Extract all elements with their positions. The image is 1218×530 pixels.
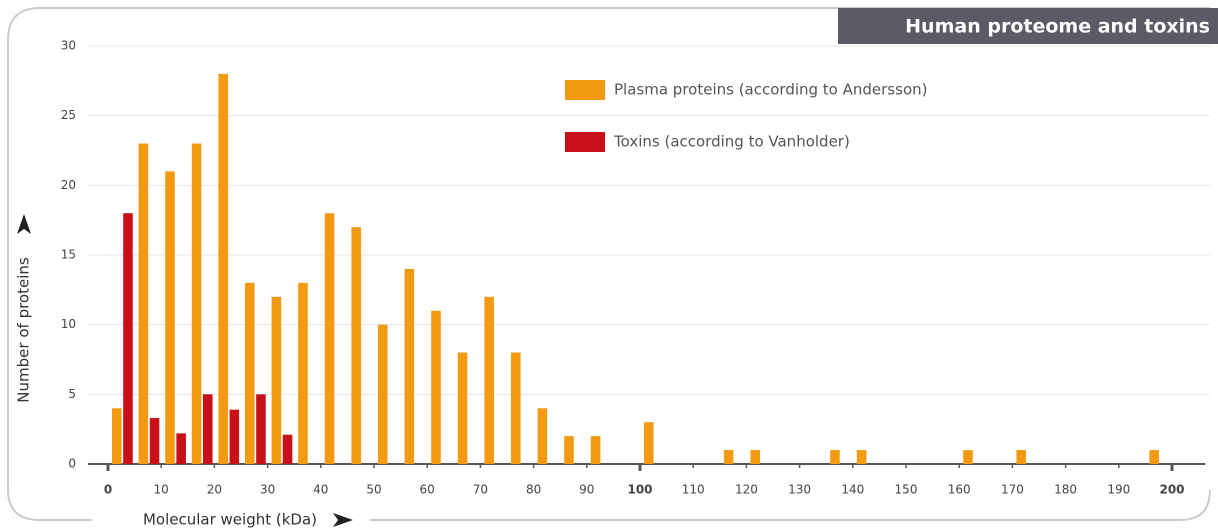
bar [165, 171, 175, 464]
bar [457, 352, 468, 464]
x-tick-label: 30 [260, 483, 275, 497]
bar [537, 408, 548, 464]
bar [590, 436, 601, 464]
x-tick-label: 160 [948, 483, 971, 497]
bar [351, 227, 361, 464]
bar [282, 434, 293, 464]
y-tick-label: 10 [61, 317, 76, 331]
x-tick-label: 70 [473, 483, 488, 497]
x-tick-label: 20 [207, 483, 222, 497]
legend-swatch [565, 80, 605, 100]
bar [404, 268, 415, 464]
chart-title: Human proteome and toxins [905, 16, 1210, 38]
bar [298, 282, 308, 464]
x-tick-label: 150 [895, 483, 918, 497]
bar [218, 73, 228, 464]
x-tick-label: 50 [366, 483, 381, 497]
x-tick-label: 0 [104, 483, 112, 497]
bar [1149, 450, 1159, 464]
x-tick-label: 200 [1159, 483, 1184, 497]
title-box [838, 8, 1218, 44]
x-tick-label: 90 [579, 483, 594, 497]
bar [138, 143, 149, 465]
bar [244, 282, 255, 464]
legend-label: Toxins (according to Vanholder) [613, 133, 850, 151]
bar [830, 450, 840, 464]
y-tick-label: 30 [61, 39, 76, 53]
legend-swatch [565, 132, 605, 152]
bar [324, 213, 335, 464]
y-tick-label: 5 [68, 387, 76, 401]
bar [229, 409, 240, 464]
y-tick-label: 15 [61, 248, 76, 262]
frame [370, 489, 1211, 521]
x-tick-label: 170 [1001, 483, 1024, 497]
x-tick-label: 180 [1054, 483, 1077, 497]
bar [856, 450, 867, 464]
x-tick-label: 80 [526, 483, 541, 497]
bar [723, 450, 734, 464]
bar [431, 310, 441, 464]
x-arrow [333, 513, 353, 527]
y-arrow [17, 214, 31, 234]
bar [123, 213, 133, 464]
x-tick-label: 120 [735, 483, 758, 497]
bar [256, 394, 266, 464]
x-tick-label: 140 [841, 483, 864, 497]
y-tick-label: 20 [61, 178, 76, 192]
x-tick-label: 10 [154, 483, 169, 497]
bar [643, 422, 654, 464]
bar [111, 408, 122, 464]
bar [510, 352, 521, 464]
bar [176, 433, 186, 464]
bar [149, 418, 160, 464]
frame [7, 7, 1210, 521]
bar [377, 324, 388, 464]
bar [1016, 450, 1026, 464]
bar [191, 143, 202, 465]
x-tick-label: 110 [682, 483, 705, 497]
bar [484, 296, 494, 464]
x-tick-label: 130 [788, 483, 811, 497]
bar [750, 450, 760, 464]
y-axis-label: Number of proteins [15, 257, 33, 403]
x-tick-label: 60 [420, 483, 435, 497]
y-tick-label: 0 [68, 457, 76, 471]
x-axis-label: Molecular weight (kDa) [143, 511, 317, 529]
y-tick-label: 25 [61, 108, 76, 122]
legend-label: Plasma proteins (according to Andersson) [614, 81, 927, 99]
bar [271, 296, 282, 464]
x-tick-label: 190 [1107, 483, 1130, 497]
bar [564, 436, 574, 464]
bar [963, 450, 973, 464]
x-tick-label: 100 [627, 483, 652, 497]
bar [202, 394, 213, 464]
x-tick-label: 40 [313, 483, 328, 497]
